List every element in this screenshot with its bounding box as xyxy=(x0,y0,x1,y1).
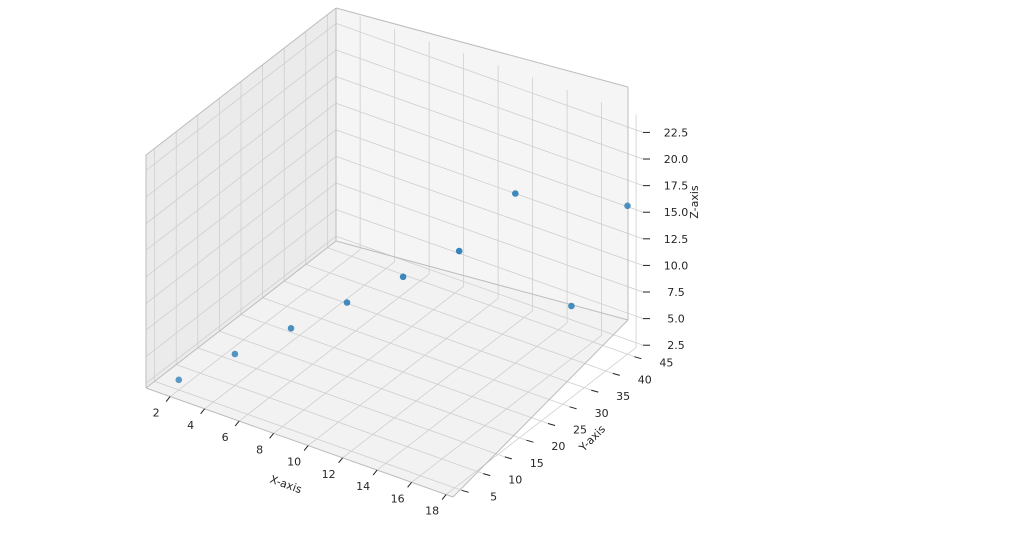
z-gridline xyxy=(335,209,644,319)
scatter-point-9 xyxy=(624,202,631,210)
x-tick-mark xyxy=(338,457,344,464)
x-tick-label: 18 xyxy=(425,505,439,518)
x-axis-label: X-axis xyxy=(268,473,304,497)
y-tick-mark xyxy=(526,439,534,443)
y-gridline xyxy=(197,347,505,458)
z-gridline xyxy=(335,102,644,213)
z-gridline xyxy=(335,182,644,293)
z-gridline xyxy=(145,209,337,357)
floor-pane xyxy=(146,241,628,497)
y-tick-label: 15 xyxy=(530,457,544,470)
z-tick-label: 10.0 xyxy=(664,259,689,272)
tick-marks xyxy=(165,131,650,500)
scatter-point-4 xyxy=(343,299,351,306)
x-tick-mark xyxy=(200,408,206,415)
z-gridline xyxy=(145,102,337,251)
y-tick-label: 20 xyxy=(551,440,565,453)
z-gridline xyxy=(145,235,337,384)
x-tick-label: 8 xyxy=(256,443,263,456)
axis-edges xyxy=(145,7,629,498)
y-tick-mark xyxy=(504,456,512,460)
x-tick-mark xyxy=(165,396,171,402)
pane-edge xyxy=(145,240,337,389)
x-tick-mark xyxy=(407,481,412,488)
z-tick-label: 12.5 xyxy=(664,233,689,246)
scatter-point-2 xyxy=(231,350,239,358)
z-gridline xyxy=(145,23,337,171)
x-tick-mark xyxy=(303,445,309,451)
y-tick-label: 5 xyxy=(490,490,497,503)
y-tick-label: 45 xyxy=(659,357,673,370)
z-gridline xyxy=(145,49,337,198)
y-tick-mark xyxy=(547,423,556,426)
y-tick-mark xyxy=(634,356,642,360)
z-gridline xyxy=(335,23,644,133)
gridlines xyxy=(145,14,644,495)
z-gridline xyxy=(145,129,337,278)
z-tick-label: 5.0 xyxy=(667,313,685,326)
z-gridline xyxy=(335,156,644,266)
y-tick-label: 10 xyxy=(508,474,522,487)
pane-edge xyxy=(145,7,337,156)
x-tick-label: 4 xyxy=(187,419,194,432)
z-gridline xyxy=(335,49,644,160)
z-gridline xyxy=(335,76,644,187)
x-tick-mark xyxy=(441,494,447,500)
x-tick-label: 12 xyxy=(322,468,336,481)
pane-edge xyxy=(452,319,629,498)
scatter-point-3 xyxy=(287,325,295,332)
y-gridline xyxy=(327,247,635,358)
z-gridline xyxy=(145,182,337,331)
data-points xyxy=(175,190,631,384)
y-gridline xyxy=(262,297,570,408)
z-gridline xyxy=(335,129,644,240)
y-gridline xyxy=(284,280,592,391)
tick-labels: 2 4 6 8 10 12 14 16 18 5 10 15 20 25 30 35 40 45 2.5 5.0 7.5… xyxy=(153,126,689,517)
z-tick-label: 17.5 xyxy=(664,180,689,193)
scatter-point-6 xyxy=(455,247,463,255)
x-tick-label: 16 xyxy=(391,492,405,505)
scatter-point-8 xyxy=(568,302,575,310)
x-tick-label: 14 xyxy=(356,480,370,493)
y-tick-label: 35 xyxy=(616,390,630,403)
y-gridline xyxy=(240,314,549,424)
y-tick-label: 25 xyxy=(573,424,587,437)
pane-edge xyxy=(335,240,629,321)
x-tick-label: 6 xyxy=(222,431,229,444)
z-tick-label: 7.5 xyxy=(667,286,685,299)
y-tick-mark xyxy=(461,489,469,493)
z-tick-label: 15.0 xyxy=(664,206,689,219)
z-tick-label: 22.5 xyxy=(664,126,689,139)
x-tick-mark xyxy=(234,420,240,427)
y-gridline xyxy=(305,264,613,374)
z-tick-label: 20.0 xyxy=(664,153,689,166)
x-tick-label: 10 xyxy=(287,456,301,469)
pane-edge xyxy=(145,387,454,498)
scatter-point-7 xyxy=(512,190,519,197)
y-tick-label: 30 xyxy=(595,407,609,420)
x-tick-mark xyxy=(372,469,378,476)
y-gridline xyxy=(176,364,484,474)
scatter-point-5 xyxy=(399,273,407,281)
x-tick-label: 2 xyxy=(153,407,160,420)
y-tick-mark xyxy=(612,372,620,376)
z-tick-label: 2.5 xyxy=(667,339,685,352)
y-tick-mark xyxy=(483,473,491,477)
y-gridline xyxy=(154,380,462,491)
z-axis-label: Z-axis xyxy=(688,185,701,219)
y-gridline xyxy=(219,330,527,441)
x-tick-mark xyxy=(269,433,275,439)
z-gridline xyxy=(145,156,337,304)
back-wall-pane xyxy=(336,8,628,320)
y-tick-mark xyxy=(569,406,577,410)
y-tick-label: 40 xyxy=(638,373,652,386)
z-gridline xyxy=(145,76,337,224)
pane-edge xyxy=(335,7,629,88)
y-tick-mark xyxy=(591,389,599,393)
scatter-point-1 xyxy=(175,376,183,384)
